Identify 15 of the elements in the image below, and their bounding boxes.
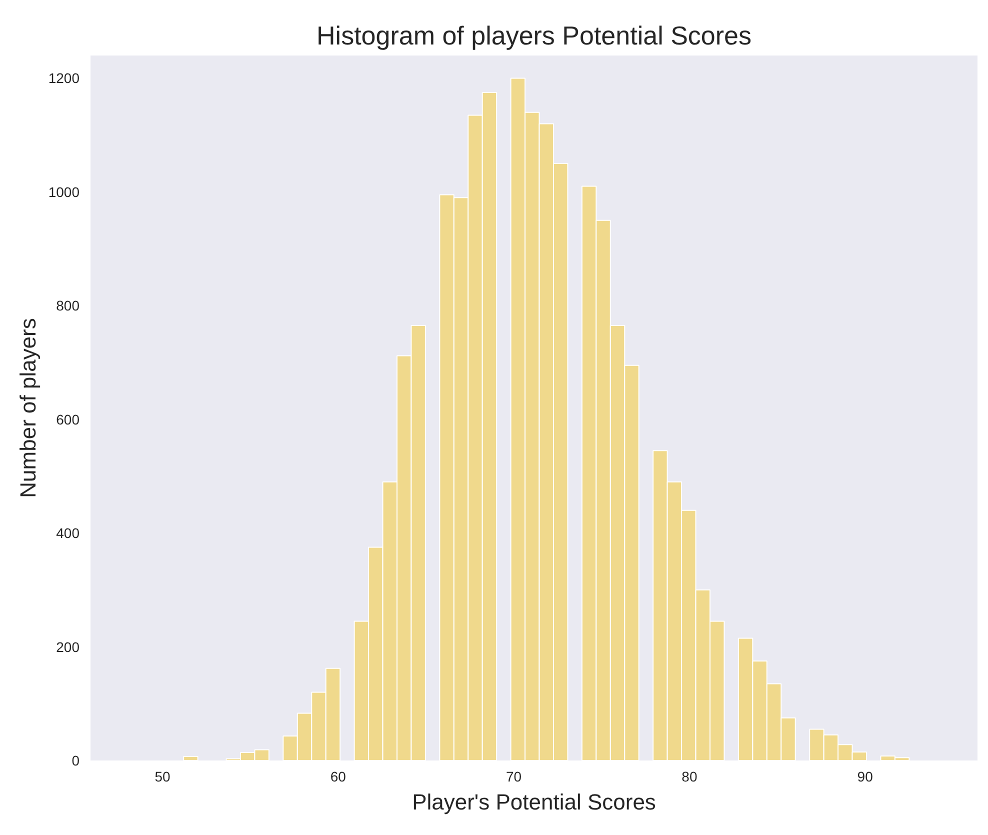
y-tick-label: 200 xyxy=(56,638,80,655)
x-tick-label: 90 xyxy=(857,768,874,784)
x-axis-title: Player's Potential Scores xyxy=(412,790,656,814)
y-tick-label: 600 xyxy=(56,411,80,428)
x-tick-label: 50 xyxy=(154,768,171,784)
y-tick-label: 0 xyxy=(72,752,80,768)
x-tick-label: 80 xyxy=(682,768,698,784)
y-tick-label: 400 xyxy=(56,525,80,542)
x-tick-label: 70 xyxy=(506,768,522,784)
chart-title: Histogram of players Potential Scores xyxy=(316,20,752,50)
x-tick-label: 60 xyxy=(330,768,346,784)
y-tick-label: 800 xyxy=(56,298,80,314)
y-axis-title: Number of players xyxy=(15,318,40,498)
y-tick-label: 1000 xyxy=(48,184,80,200)
y-tick-label: 1200 xyxy=(48,70,80,86)
